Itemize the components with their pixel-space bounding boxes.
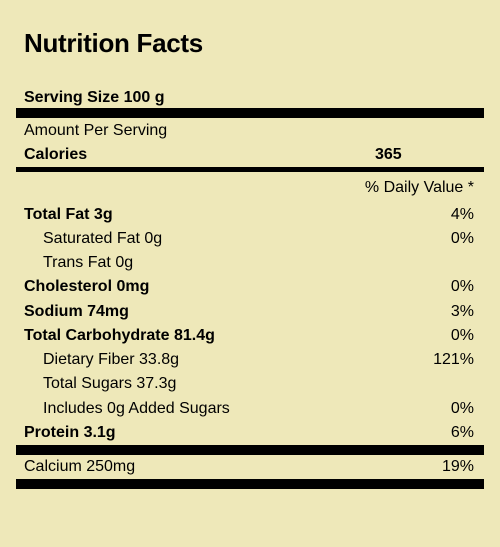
- nutrient-dv: 0%: [450, 327, 474, 344]
- nutrient-label: Cholesterol 0mg: [24, 278, 150, 295]
- calories-row: Calories 365: [16, 143, 484, 167]
- nutrient-label: Trans Fat 0g: [43, 254, 134, 271]
- nutrient-label: Total Sugars 37.3g: [43, 375, 177, 392]
- nutrient-label: Dietary Fiber 33.8g: [43, 351, 180, 368]
- daily-value-header: % Daily Value *: [364, 179, 474, 196]
- nutrient-row-total-carbohydrate: Total Carbohydrate 81.4g 0%: [16, 324, 484, 348]
- nutrient-row-cholesterol: Cholesterol 0mg 0%: [16, 275, 484, 299]
- thick-divider: [16, 445, 484, 455]
- thick-divider: [16, 108, 484, 118]
- mineral-dv: 19%: [441, 458, 474, 475]
- nutrient-dv: 0%: [450, 230, 474, 247]
- nutrient-row-dietary-fiber: Dietary Fiber 33.8g 121%: [16, 348, 484, 372]
- nutrient-row-sodium: Sodium 74mg 3%: [16, 300, 484, 324]
- calories-value: 365: [375, 146, 402, 163]
- calories-label: Calories: [24, 146, 88, 163]
- nutrient-label: Sodium 74mg: [24, 303, 129, 320]
- amount-per-serving-row: Amount Per Serving: [16, 119, 484, 143]
- daily-value-header-row: % Daily Value *: [16, 176, 484, 200]
- label-title: Nutrition Facts: [24, 28, 203, 58]
- mineral-label: Calcium 250mg: [24, 458, 136, 475]
- nutrient-row-protein: Protein 3.1g 6%: [16, 421, 484, 445]
- thick-divider: [16, 479, 484, 489]
- serving-size-row: Serving Size 100 g: [16, 86, 484, 110]
- nutrient-dv: 0%: [450, 278, 474, 295]
- nutrient-label: Protein 3.1g: [24, 424, 116, 441]
- medium-divider: [16, 167, 484, 172]
- nutrient-label: Total Fat 3g: [24, 206, 113, 223]
- nutrient-row-trans-fat: Trans Fat 0g: [16, 251, 484, 275]
- nutrient-row-total-fat: Total Fat 3g 4%: [16, 203, 484, 227]
- nutrient-dv: 0%: [450, 400, 474, 417]
- amount-per-serving: Amount Per Serving: [24, 122, 168, 139]
- nutrient-label: Saturated Fat 0g: [43, 230, 163, 247]
- nutrient-dv: 121%: [433, 351, 474, 368]
- nutrient-row-saturated-fat: Saturated Fat 0g 0%: [16, 227, 484, 251]
- nutrient-dv: 6%: [450, 424, 474, 441]
- nutrient-label: Includes 0g Added Sugars: [43, 400, 230, 417]
- nutrient-row-total-sugars: Total Sugars 37.3g: [16, 372, 484, 396]
- nutrient-dv: 4%: [450, 206, 474, 223]
- serving-size: Serving Size 100 g: [24, 89, 165, 106]
- nutrient-dv: 3%: [450, 303, 474, 320]
- nutrient-row-added-sugars: Includes 0g Added Sugars 0%: [16, 397, 484, 421]
- mineral-row-calcium: Calcium 250mg 19%: [16, 455, 484, 479]
- nutrient-label: Total Carbohydrate 81.4g: [24, 327, 215, 344]
